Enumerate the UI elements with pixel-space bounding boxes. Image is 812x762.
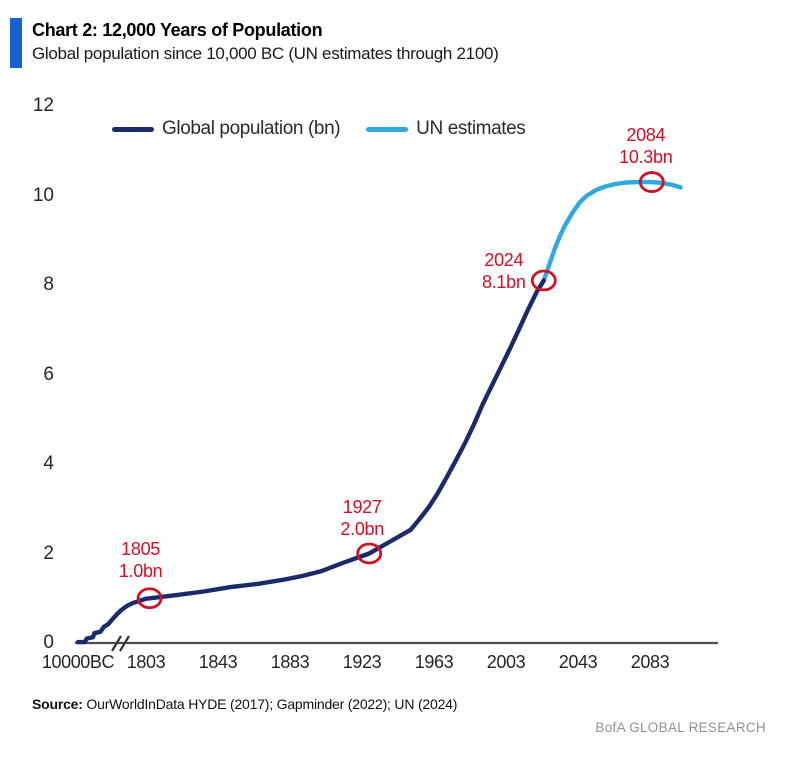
axis-break-icon xyxy=(111,635,130,652)
x-tick-label: 1883 xyxy=(270,652,310,672)
source-note: Source: OurWorldInData HYDE (2017); Gapm… xyxy=(32,696,457,712)
x-tick-label: 1963 xyxy=(414,652,454,672)
x-tick-label: 1923 xyxy=(342,652,382,672)
milestone-year: 1927 xyxy=(342,496,382,517)
chart-legend: Global population (bn) UN estimates xyxy=(112,118,526,140)
x-tick-label: 10000BC xyxy=(41,652,115,672)
legend-label: UN estimates xyxy=(416,118,526,139)
bofa-global-research-brand: BofA GLOBAL RESEARCH xyxy=(595,720,766,735)
milestone-circle xyxy=(530,269,557,292)
milestone-circle xyxy=(356,542,383,565)
source-label: Source: xyxy=(32,696,83,712)
legend-item-un-estimates: UN estimates xyxy=(366,118,526,140)
x-tick-label: 2043 xyxy=(558,652,598,672)
milestone-value: 2.0bn xyxy=(340,518,384,539)
legend-item-global-population: Global population (bn) xyxy=(112,118,341,140)
global-population-line xyxy=(75,278,546,645)
milestone-circle xyxy=(638,171,665,193)
y-tick-label: 6 xyxy=(43,363,54,385)
legend-label: Global population (bn) xyxy=(162,118,341,139)
chart-title: Chart 2: 12,000 Years of Population xyxy=(32,20,323,40)
milestone-year: 2084 xyxy=(626,125,666,146)
un-estimates-line xyxy=(541,179,683,283)
source-text: OurWorldInData HYDE (2017); Gapminder (2… xyxy=(82,696,458,712)
title-accent-bar xyxy=(10,18,22,68)
milestone-value: 8.1bn xyxy=(482,271,526,292)
milestone-annotation: 1927 2.0bn xyxy=(340,496,384,540)
un-estimates-line-swatch xyxy=(366,126,409,132)
y-tick-label: 4 xyxy=(43,453,54,474)
y-tick-label: 10 xyxy=(32,184,54,206)
y-tick-label: 8 xyxy=(43,274,54,295)
milestone-value: 10.3bn xyxy=(619,147,673,168)
x-tick-label: 1843 xyxy=(198,652,238,672)
global-population-line-swatch xyxy=(112,126,154,132)
milestone-year: 2024 xyxy=(484,249,524,270)
milestone-annotation: 2024 8.1bn xyxy=(482,249,526,293)
milestone-annotation: 1805 1.0bn xyxy=(119,538,163,582)
milestone-value: 1.0bn xyxy=(118,561,163,582)
y-tick-label: 0 xyxy=(43,632,54,653)
milestone-circle xyxy=(136,587,163,610)
y-tick-label: 12 xyxy=(32,95,54,116)
milestone-year: 1805 xyxy=(121,539,161,560)
x-tick-label: 2083 xyxy=(630,652,670,672)
x-tick-label: 2003 xyxy=(486,652,526,672)
milestone-annotation: 2084 10.3bn xyxy=(619,124,673,168)
y-tick-label: 2 xyxy=(43,542,54,564)
x-tick-label: 1803 xyxy=(126,652,166,672)
chart-subtitle: Global population since 10,000 BC (UN es… xyxy=(32,44,499,63)
